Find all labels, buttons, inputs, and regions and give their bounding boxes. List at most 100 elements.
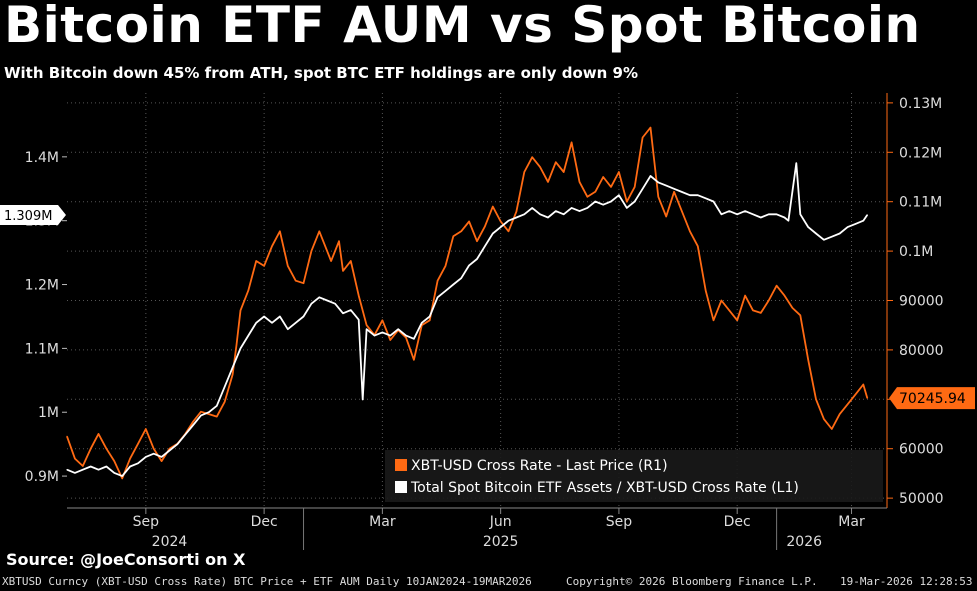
btc-price-point xyxy=(594,191,596,193)
etf-aum-point xyxy=(602,204,604,206)
right-tick-label: 0.1M xyxy=(899,244,933,260)
btc-price-point xyxy=(168,448,171,450)
etf-aum-point xyxy=(665,184,667,187)
etf-aum-point xyxy=(271,322,273,324)
x-tick-label: Sep xyxy=(606,514,633,530)
btc-price-point xyxy=(752,309,754,311)
etf-aum-point xyxy=(728,210,730,212)
etf-aum-point xyxy=(231,366,234,369)
etf-aum-point xyxy=(74,472,76,474)
etf-aum-point xyxy=(263,315,265,318)
etf-aum-point xyxy=(681,191,683,193)
btc-price-point xyxy=(279,230,281,232)
btc-price-point xyxy=(389,339,391,341)
etf-aum-point xyxy=(854,223,857,225)
etf-aum-point xyxy=(634,200,636,203)
footer-copyright: Copyright© 2026 Bloomberg Finance L.P. xyxy=(566,575,818,588)
etf-aum-point xyxy=(539,213,541,215)
btc-price-point xyxy=(744,294,746,297)
left-tick-label: 1.1M xyxy=(25,341,59,357)
btc-price-point xyxy=(145,428,147,430)
btc-price-point xyxy=(90,448,92,450)
btc-price-point xyxy=(657,196,659,198)
btc-price-point xyxy=(681,210,683,213)
etf-aum-point xyxy=(168,449,171,452)
left-tick-label: 0.9M xyxy=(25,469,59,485)
btc-price-point xyxy=(610,186,612,188)
btc-last-value: 70245.94 xyxy=(899,391,966,407)
btc-price-point xyxy=(768,299,770,302)
btc-price-point xyxy=(436,280,439,282)
btc-price-point xyxy=(555,161,557,163)
etf-aum-point xyxy=(192,424,194,426)
etf-aum-point xyxy=(421,322,423,324)
etf-aum-point xyxy=(578,210,581,212)
source-credit: Source: @JoeConsorti on X xyxy=(6,550,246,569)
etf-aum-point xyxy=(90,465,92,468)
etf-aum-point xyxy=(492,232,494,235)
etf-aum-point xyxy=(744,210,746,212)
etf-aum-point xyxy=(649,175,652,177)
btc-price-point xyxy=(239,309,242,311)
etf-aum-point xyxy=(208,411,210,413)
btc-price-point xyxy=(287,265,289,267)
etf-aum-point xyxy=(366,328,368,330)
btc-price-point xyxy=(66,435,68,437)
etf-aum-point xyxy=(697,194,699,196)
etf-aum-point xyxy=(153,453,155,455)
etf-aum-point xyxy=(807,226,809,228)
x-year-label: 2024 xyxy=(152,534,188,550)
etf-aum-point xyxy=(444,290,447,292)
footer-ticker-info: XBTUSD Curncy (XBT-USD Cross Rate) BTC P… xyxy=(2,575,532,588)
etf-aum-point xyxy=(239,347,242,349)
btc-price-point xyxy=(429,319,431,321)
etf-aum-point xyxy=(618,194,620,196)
etf-aum-point xyxy=(436,296,439,298)
x-tick-label: Sep xyxy=(133,514,160,530)
btc-price-point xyxy=(330,260,332,262)
etf-aum-point xyxy=(531,207,533,209)
btc-price-point xyxy=(358,294,360,297)
etf-aum-point xyxy=(358,319,360,321)
etf-aum-point xyxy=(815,232,817,235)
btc-price-point xyxy=(216,416,218,418)
btc-price-point xyxy=(484,225,486,227)
btc-price-point xyxy=(153,448,155,450)
etf-aum-point xyxy=(752,213,754,215)
btc-price-point xyxy=(547,181,549,183)
btc-price-point xyxy=(602,176,604,178)
etf-aum-point xyxy=(247,335,249,337)
etf-aum-point xyxy=(413,338,415,340)
btc-price-point xyxy=(649,126,652,129)
left-tick-label: 1.2M xyxy=(25,278,59,294)
etf-aum-point xyxy=(145,456,147,458)
btc-price-point xyxy=(263,265,265,267)
btc-price-point xyxy=(350,260,352,262)
etf-aum-point xyxy=(831,236,833,238)
btc-price-point xyxy=(831,428,833,430)
right-tick-label: 90000 xyxy=(899,294,944,310)
etf-aum-point xyxy=(736,213,738,215)
etf-aum-point xyxy=(184,433,186,436)
btc-price-point xyxy=(460,230,462,232)
etf-aum-point xyxy=(787,220,790,222)
etf-aum-point xyxy=(839,232,841,235)
etf-aum-point xyxy=(594,200,596,203)
x-tick-label: Dec xyxy=(724,514,751,530)
gridlines xyxy=(67,93,887,508)
btc-price-point xyxy=(673,191,675,193)
chart-subtitle: With Bitcoin down 45% from ATH, spot BTC… xyxy=(4,64,638,82)
btc-price-point xyxy=(295,280,297,282)
etf-aum-point xyxy=(783,216,786,219)
etf-aum-point xyxy=(768,213,770,215)
btc-price-point xyxy=(807,359,809,361)
x-tick-label: Jun xyxy=(489,514,512,530)
etf-aum-point xyxy=(586,207,588,209)
left-tick-label: 1M xyxy=(38,405,59,421)
btc-price-point xyxy=(586,196,588,198)
etf-aum-point xyxy=(760,216,762,219)
btc-price-point xyxy=(492,206,494,208)
etf-aum-point xyxy=(846,226,849,228)
etf-aum-point xyxy=(657,181,659,183)
